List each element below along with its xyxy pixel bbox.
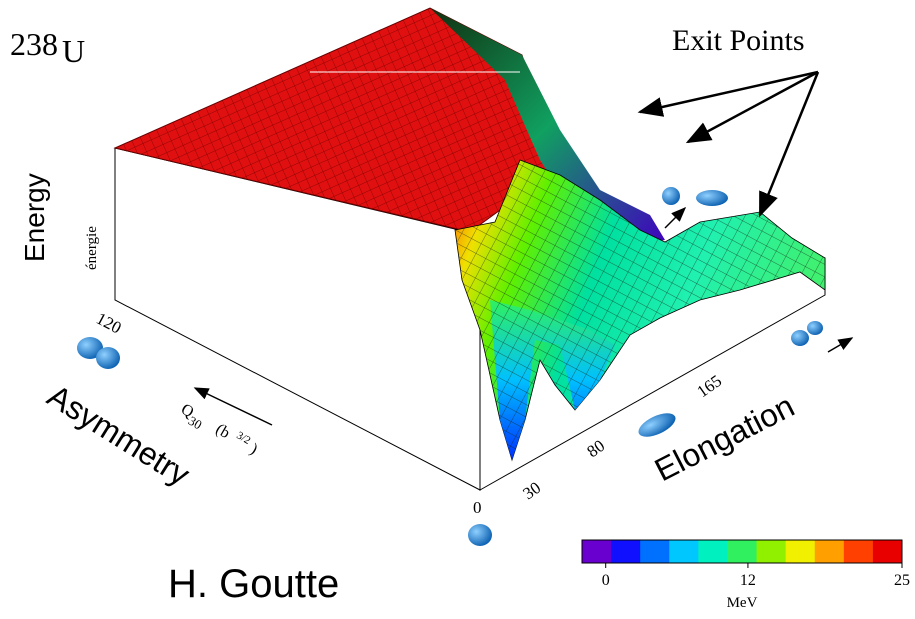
arrow <box>640 72 818 112</box>
nucleus <box>468 524 492 546</box>
y-title: Asymmetry <box>41 377 196 492</box>
colorbar-segment <box>640 540 670 563</box>
nucleus <box>807 321 823 335</box>
y-tick-label: 0 <box>473 498 482 517</box>
x-tick-label: 80 <box>583 436 608 461</box>
y-label: Q 30 (b 3/2 ) <box>176 399 262 462</box>
arrow <box>688 72 818 142</box>
nucleus <box>96 347 120 369</box>
colorbar-segment <box>727 540 757 563</box>
colorbar-segment <box>611 540 641 563</box>
colorbar-segment <box>669 540 699 563</box>
author: H. Goutte <box>168 562 339 606</box>
y-tick-label: 120 <box>93 309 124 338</box>
nucleus <box>696 190 728 206</box>
y-label-power: 3/2 <box>234 430 252 447</box>
chart: 238 U Exit Points Energy énergie 120 0 A… <box>0 0 915 614</box>
mass-number: 238 <box>10 26 58 62</box>
arrow <box>665 208 685 228</box>
element: U <box>62 33 85 69</box>
arrow <box>760 72 818 215</box>
z-title: Energy <box>19 173 50 262</box>
x-tick-label: 165 <box>693 371 725 401</box>
colorbar-segment <box>757 540 787 563</box>
colorbar-segment <box>873 540 903 563</box>
colorbar-tick-label: 12 <box>740 572 756 589</box>
z-label: énergie <box>84 226 100 270</box>
y-label-close: ) <box>247 441 260 458</box>
colorbar-tick-label: 25 <box>894 572 910 589</box>
colorbar-segment <box>844 540 874 563</box>
page: 238 U Exit Points Energy énergie 120 0 A… <box>0 0 915 619</box>
x-tick-label: 30 <box>519 478 544 503</box>
nucleus <box>635 408 679 441</box>
colorbar-label: MeV <box>727 595 758 611</box>
nucleus <box>662 187 680 205</box>
annotation: Exit Points <box>672 24 805 57</box>
colorbar: 0 12 25 <box>582 540 910 589</box>
colorbar-tick-label: 0 <box>602 572 610 589</box>
arrow <box>195 388 272 425</box>
colorbar-segment <box>698 540 728 563</box>
colorbar-segment <box>786 540 816 563</box>
y-label-unit: (b <box>213 421 233 442</box>
nucleus <box>791 330 809 346</box>
colorbar-segment <box>582 540 612 563</box>
arrow <box>828 338 852 352</box>
colorbar-segment <box>815 540 845 563</box>
x-title: Elongation <box>649 388 800 489</box>
